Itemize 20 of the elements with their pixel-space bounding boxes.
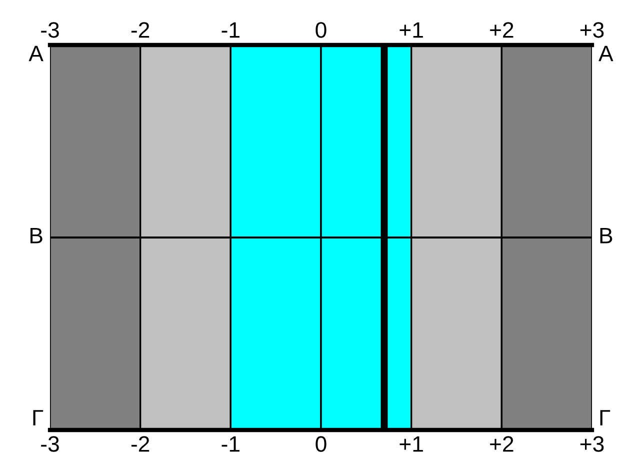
x2-tick-label: +1 [400,22,423,38]
text: А [598,46,614,62]
x2-tick-label: +2 [490,22,514,38]
x2-tick-label: 0 [316,22,326,38]
x-tick-label: +2 [490,436,514,452]
x-tick-label: +3 [580,436,604,452]
x-tick-label: -2 [131,436,150,452]
x2-tick-label: -2 [131,22,150,38]
x2-tick-label: +3 [580,22,604,38]
x-tick-label: +1 [400,436,423,452]
x-tick-label: -1 [222,436,240,452]
x2-tick-label: -1 [222,22,240,38]
x-tick-label: 0 [316,436,326,452]
text: В [30,228,42,244]
text: Г [33,410,44,426]
x-tick-label: -3 [41,436,59,452]
x2-tick-label: -3 [41,22,59,38]
text: В [600,228,612,244]
text: А [28,46,44,62]
text: Г [600,410,610,426]
